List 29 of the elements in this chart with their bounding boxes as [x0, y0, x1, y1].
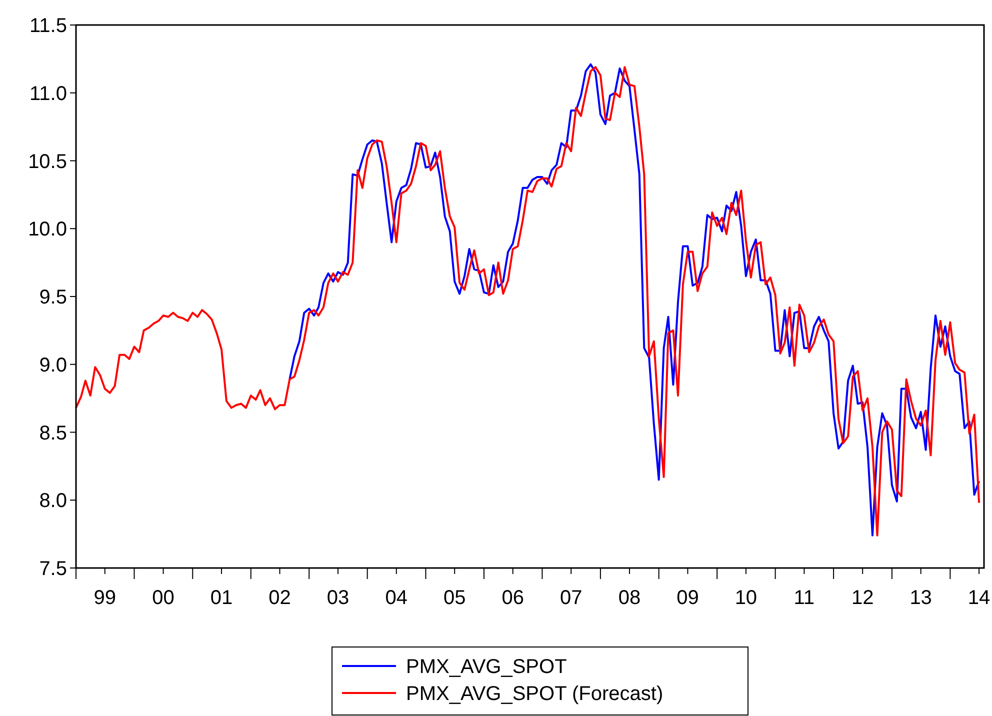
- x-tick-label: 04: [385, 587, 408, 609]
- x-tick-label: 02: [268, 587, 291, 609]
- x-tick-label: 12: [851, 587, 874, 609]
- x-tick-label: 00: [152, 587, 174, 609]
- y-tick-label: 9.5: [39, 286, 67, 308]
- y-tick-label: 8.0: [39, 490, 67, 512]
- legend-label: PMX_AVG_SPOT: [406, 656, 567, 678]
- x-tick-label: 10: [734, 587, 758, 609]
- y-tick-label: 7.5: [39, 558, 67, 580]
- x-tick-label: 06: [502, 587, 524, 609]
- x-tick-label: 14: [968, 587, 990, 609]
- y-tick-label: 9.0: [39, 354, 67, 376]
- x-tick-label: 07: [560, 587, 582, 609]
- y-tick-label: 10.0: [28, 218, 67, 241]
- legend-label: PMX_AVG_SPOT (Forecast): [406, 683, 664, 705]
- x-tick-label: 09: [676, 587, 699, 609]
- x-tick-label: 11: [794, 587, 815, 609]
- x-tick-label: 13: [910, 587, 932, 609]
- x-tick-label: 08: [618, 587, 641, 609]
- x-tick-label: 99: [94, 587, 116, 609]
- y-tick-label: 8.5: [39, 422, 67, 444]
- line-series: [75, 66, 980, 536]
- x-tick-label: 05: [443, 587, 466, 609]
- x-tick-label: 03: [326, 587, 350, 609]
- y-tick-label: 11.0: [30, 82, 67, 105]
- y-tick-label: 10.5: [28, 150, 67, 173]
- x-tick-label: 01: [210, 587, 233, 609]
- y-tick-label: 11.5: [30, 15, 67, 37]
- line-series: [288, 63, 980, 536]
